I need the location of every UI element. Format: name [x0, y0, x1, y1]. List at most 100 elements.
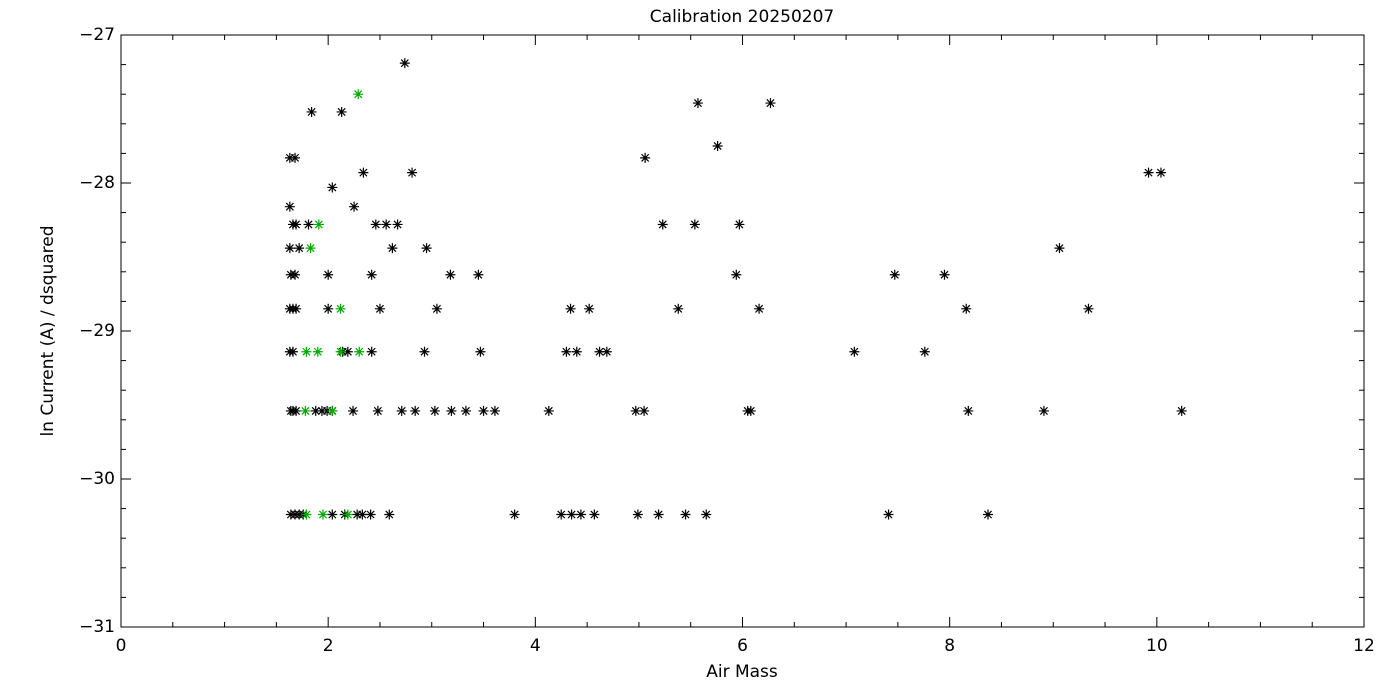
point	[327, 182, 338, 193]
point	[1143, 167, 1154, 178]
point	[305, 243, 316, 254]
point	[1083, 303, 1094, 314]
point	[543, 405, 554, 416]
point	[689, 219, 700, 230]
point	[301, 346, 312, 357]
point	[381, 219, 392, 230]
point	[692, 98, 703, 109]
point	[323, 303, 334, 314]
point	[639, 405, 650, 416]
point	[429, 405, 440, 416]
point	[601, 346, 612, 357]
point	[889, 269, 900, 280]
point	[883, 509, 894, 520]
point	[445, 269, 456, 280]
point	[294, 243, 305, 254]
point	[316, 405, 327, 416]
point	[1054, 243, 1065, 254]
point	[460, 405, 471, 416]
point	[982, 509, 993, 520]
point	[353, 89, 364, 100]
point	[284, 201, 295, 212]
point	[407, 167, 418, 178]
point	[565, 303, 576, 314]
point	[410, 405, 421, 416]
point	[680, 509, 691, 520]
point	[287, 346, 298, 357]
point	[1155, 167, 1166, 178]
x-tick-label: 12	[1353, 636, 1375, 656]
point	[446, 405, 457, 416]
y-tick-label: −30	[79, 469, 115, 489]
x-tick-label: 10	[1146, 636, 1168, 656]
x-tick-label: 6	[737, 636, 748, 656]
point	[961, 303, 972, 314]
point	[284, 152, 295, 163]
point	[673, 303, 684, 314]
x-tick-label: 0	[116, 636, 127, 656]
point	[384, 509, 395, 520]
point	[327, 405, 338, 416]
point	[399, 58, 410, 69]
point	[290, 152, 301, 163]
point	[335, 303, 346, 314]
point	[509, 509, 520, 520]
plot-frame	[120, 34, 1365, 628]
x-tick-label: 4	[530, 636, 541, 656]
x-axis-label: Air Mass	[706, 662, 778, 682]
point	[354, 346, 365, 357]
point	[657, 219, 668, 230]
point	[653, 509, 664, 520]
point	[336, 106, 347, 117]
point	[566, 509, 577, 520]
y-tick-label: −29	[79, 321, 115, 341]
point	[300, 405, 311, 416]
point	[317, 509, 328, 520]
point	[731, 269, 742, 280]
point	[342, 509, 353, 520]
point	[366, 269, 377, 280]
point	[396, 405, 407, 416]
x-tick-label: 8	[944, 636, 955, 656]
point	[589, 509, 600, 520]
point	[630, 405, 641, 416]
point	[323, 269, 334, 280]
point	[358, 167, 369, 178]
point	[421, 243, 432, 254]
y-tick-label: −28	[79, 173, 115, 193]
point	[322, 405, 333, 416]
point	[303, 219, 314, 230]
point	[370, 219, 381, 230]
point	[365, 509, 376, 520]
point	[357, 509, 368, 520]
point	[632, 509, 643, 520]
y-tick-label: −27	[79, 25, 115, 45]
point	[478, 405, 489, 416]
point	[939, 269, 950, 280]
point	[561, 346, 572, 357]
point	[584, 303, 595, 314]
point	[352, 509, 363, 520]
point	[310, 405, 321, 416]
point	[342, 346, 353, 357]
point	[284, 243, 295, 254]
point	[745, 405, 756, 416]
chart-title: Calibration 20250207	[650, 7, 834, 27]
point	[366, 346, 377, 357]
point	[475, 346, 486, 357]
point	[556, 509, 567, 520]
point	[963, 405, 974, 416]
point	[291, 405, 302, 416]
point	[734, 219, 745, 230]
point	[348, 405, 359, 416]
point	[575, 509, 586, 520]
point	[349, 201, 360, 212]
point	[291, 219, 302, 230]
point	[313, 219, 324, 230]
point	[712, 141, 723, 151]
point	[701, 509, 712, 520]
point	[419, 346, 430, 357]
point	[301, 509, 312, 520]
